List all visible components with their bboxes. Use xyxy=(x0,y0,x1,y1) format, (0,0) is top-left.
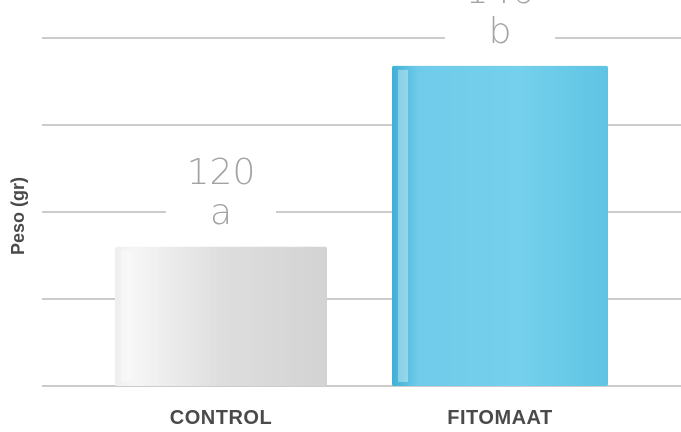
bar-highlight-fitomaat xyxy=(398,69,408,382)
category-label: CONTROL xyxy=(170,407,272,429)
value-label: 146 xyxy=(466,0,535,12)
category-label: FITOMAAT xyxy=(447,407,552,429)
label-backdrop-1 xyxy=(445,0,555,55)
category-labels: CONTROL FITOMAAT xyxy=(170,407,552,429)
value-label: 120 xyxy=(187,152,256,193)
bar-control xyxy=(115,246,327,386)
label-backdrop-0 xyxy=(166,147,276,236)
y-axis-title: Peso (gr) xyxy=(8,177,28,255)
bar-fitomaat xyxy=(392,65,608,386)
bars xyxy=(115,65,608,386)
significance-letter: b xyxy=(489,11,512,52)
significance-letter: a xyxy=(210,192,232,233)
bar-highlight-control xyxy=(121,250,131,382)
